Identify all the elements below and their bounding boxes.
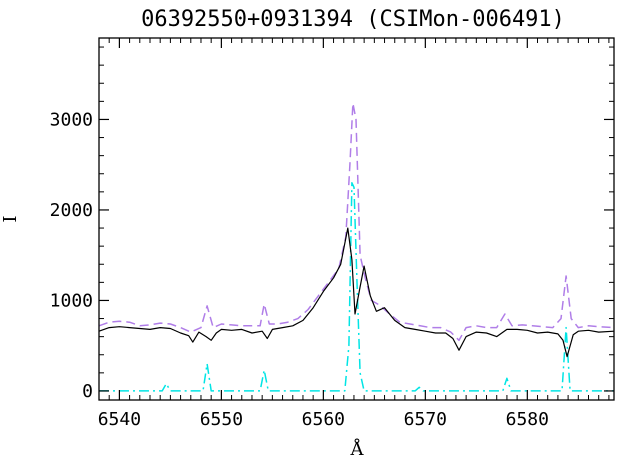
y-tick-label: 1000 [50,290,93,311]
y-tick-label: 0 [82,381,93,402]
x-tick-label: 6560 [302,409,345,430]
series-line-1 [98,227,615,358]
chart-title: 06392550+0931394 (CSIMon-006491) [141,7,565,32]
x-axis-label: Å [350,438,365,460]
x-tick-label: 6580 [506,409,549,430]
series-layer [98,102,615,392]
x-tick-label: 6570 [404,409,447,430]
x-tick-label: 6540 [98,409,141,430]
plot-frame [98,37,615,401]
series-line-3 [99,182,614,392]
y-tick-label: 2000 [50,200,93,221]
x-tick-label: 6550 [200,409,243,430]
y-tick-label: 3000 [50,109,93,130]
y-axis-label: I [0,215,21,222]
series-line-2 [98,102,615,342]
ticks-layer: 6540 6550 6560 6570 6580 0 1000 2000 3000 [50,38,614,430]
